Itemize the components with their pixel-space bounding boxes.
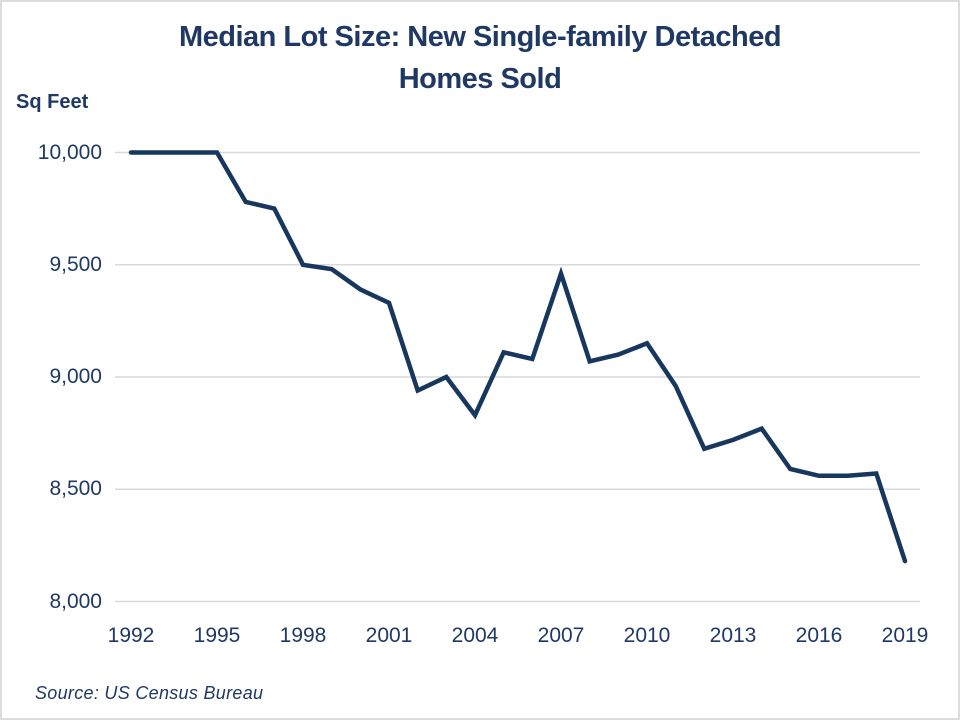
data-line — [128, 150, 908, 564]
y-axis-title: Sq Feet — [16, 91, 89, 113]
chart-title-line1: Median Lot Size: New Single-family Detac… — [178, 21, 782, 53]
chart-title-line2: Homes Sold — [398, 63, 562, 95]
chart-title: Median Lot Size: New Single-family Detac… — [2, 16, 958, 100]
source-note: Source: US Census Bureau — [35, 683, 264, 703]
